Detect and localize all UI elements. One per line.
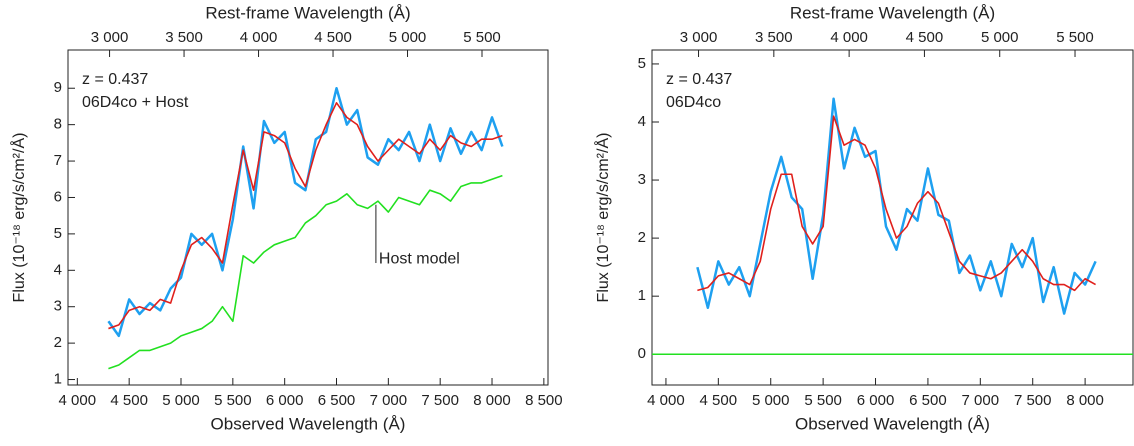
plot-frame bbox=[67, 49, 549, 386]
annotation: Host model bbox=[379, 251, 460, 268]
x-tick-label: 8 500 bbox=[525, 392, 563, 409]
x-tick-label: 8 000 bbox=[1066, 392, 1104, 409]
x-axis-label: Observed Wavelength (Å) bbox=[795, 414, 990, 433]
y-tick-label: 3 bbox=[638, 171, 646, 188]
annotation: z = 0.437 bbox=[666, 71, 732, 88]
x-tick-label: 8 000 bbox=[473, 392, 511, 409]
y-tick-label: 3 bbox=[54, 298, 62, 315]
x2-tick-label: 3 500 bbox=[165, 29, 203, 46]
x2-tick-label: 5 000 bbox=[981, 29, 1019, 46]
x-tick-label: 4 000 bbox=[59, 392, 97, 409]
x-tick-label: 5 000 bbox=[752, 392, 790, 409]
y-tick-label: 2 bbox=[54, 334, 62, 351]
x-tick-label: 7 000 bbox=[370, 392, 408, 409]
x2-axis-label: Rest-frame Wavelength (Å) bbox=[205, 3, 410, 22]
x-tick-label: 5 500 bbox=[804, 392, 842, 409]
x2-tick-label: 4 000 bbox=[240, 29, 278, 46]
x-tick-label: 6 500 bbox=[909, 392, 947, 409]
x-tick-label: 5 500 bbox=[214, 392, 252, 409]
spectrum-line bbox=[696, 97, 1097, 315]
y-tick-label: 4 bbox=[54, 261, 62, 278]
x-tick-label: 7 500 bbox=[1014, 392, 1052, 409]
x-tick-label: 4 500 bbox=[700, 392, 738, 409]
x2-tick-label: 3 500 bbox=[755, 29, 793, 46]
x-tick-label: 4 000 bbox=[647, 392, 685, 409]
y-tick-label: 1 bbox=[638, 287, 646, 304]
annotation: 06D4co bbox=[666, 94, 721, 111]
y-axis-label: Flux (10⁻¹⁸ erg/s/cm²/Å) bbox=[593, 133, 612, 303]
x2-tick-label: 3 000 bbox=[680, 29, 718, 46]
y-tick-label: 4 bbox=[638, 113, 646, 130]
y-tick-label: 1 bbox=[54, 371, 62, 388]
x2-tick-label: 4 500 bbox=[314, 29, 352, 46]
y-tick-label: 8 bbox=[54, 116, 62, 133]
x2-tick-label: 5 500 bbox=[463, 29, 501, 46]
x-tick-label: 7 500 bbox=[421, 392, 459, 409]
x-tick-label: 6 000 bbox=[857, 392, 895, 409]
x2-tick-label: 5 500 bbox=[1056, 29, 1094, 46]
annotation: z = 0.437 bbox=[82, 71, 148, 88]
x-tick-label: 4 500 bbox=[110, 392, 148, 409]
y-tick-label: 6 bbox=[54, 188, 62, 205]
x2-tick-label: 4 000 bbox=[830, 29, 868, 46]
y-tick-label: 0 bbox=[638, 345, 646, 362]
spectrum-line bbox=[107, 86, 504, 338]
x2-tick-label: 5 000 bbox=[389, 29, 427, 46]
spectrum-line bbox=[108, 101, 503, 330]
annotation: 06D4co + Host bbox=[82, 94, 189, 111]
x2-tick-label: 4 500 bbox=[906, 29, 944, 46]
y-tick-label: 5 bbox=[54, 225, 62, 242]
plot-frame bbox=[651, 49, 1134, 386]
y-tick-label: 7 bbox=[54, 152, 62, 169]
y-tick-label: 5 bbox=[638, 55, 646, 72]
spectrum-line bbox=[697, 115, 1096, 292]
x-tick-label: 5 000 bbox=[162, 392, 200, 409]
y-tick-label: 2 bbox=[638, 229, 646, 246]
y-tick-label: 9 bbox=[54, 79, 62, 96]
x-tick-label: 6 500 bbox=[318, 392, 356, 409]
x-tick-label: 7 000 bbox=[962, 392, 1000, 409]
x-tick-label: 6 000 bbox=[266, 392, 304, 409]
y-axis-label: Flux (10⁻¹⁸ erg/s/cm²/Å) bbox=[9, 133, 28, 303]
spectrum-line bbox=[108, 174, 503, 370]
x2-axis-label: Rest-frame Wavelength (Å) bbox=[790, 3, 995, 22]
x2-tick-label: 3 000 bbox=[91, 29, 129, 46]
x-axis-label: Observed Wavelength (Å) bbox=[211, 414, 406, 433]
